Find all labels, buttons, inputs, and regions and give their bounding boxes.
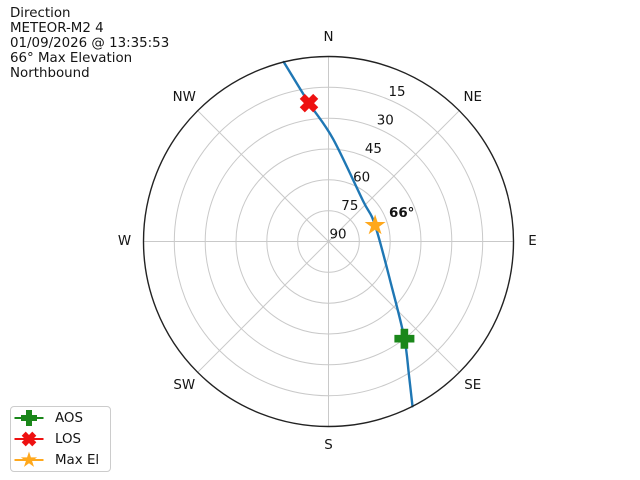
los-x-marker-icon [14, 431, 44, 447]
elevation-tick-label-75: 75 [341, 199, 358, 214]
elevation-ring-30 [204, 117, 453, 366]
legend-item-aos: AOS [14, 408, 110, 428]
marker-los [299, 93, 319, 113]
compass-label-NE: NE [463, 90, 481, 105]
satellite-name: METEOR-M2 4 [10, 21, 104, 36]
elevation-tick-label-15: 15 [389, 85, 406, 100]
elevation-tick-label-60: 60 [353, 171, 370, 186]
elevation-ring-60 [266, 179, 391, 304]
max-elevation-text: 66° Max Elevation [10, 51, 133, 66]
elevation-ring-75 [297, 210, 360, 273]
elevation-tick-label-90: 90 [330, 228, 347, 243]
marker-aos [394, 328, 415, 349]
elevation-ring-45 [235, 148, 422, 335]
legend-label-max-el: Max El [55, 452, 100, 468]
max-el-annotation: 66° [389, 206, 415, 221]
chart-title: Direction [10, 6, 71, 21]
pass-datetime: 01/09/2026 @ 13:35:53 [10, 36, 170, 51]
compass-label-S: S [324, 438, 333, 453]
compass-label-E: E [528, 234, 536, 249]
aos-plus-marker-icon [14, 410, 44, 426]
marker-max-el [364, 214, 386, 235]
elevation-ring-15 [173, 86, 484, 397]
compass-label-NW: NW [173, 90, 196, 105]
max-el-star-marker-icon [14, 451, 44, 467]
horizon-circle [142, 55, 515, 428]
legend-label-aos: AOS [55, 410, 83, 426]
compass-label-W: W [118, 234, 131, 249]
legend-label-los: LOS [55, 431, 82, 447]
compass-label-SE: SE [464, 378, 481, 393]
compass-label-SW: SW [173, 378, 195, 393]
compass-label-N: N [323, 30, 333, 45]
legend: AOS LOS Max El [10, 406, 111, 472]
legend-item-los: LOS [14, 429, 110, 449]
legend-item-max-el: Max El [14, 450, 110, 470]
pass-info-header: Direction METEOR-M2 4 01/09/2026 @ 13:35… [10, 6, 169, 81]
pass-direction: Northbound [10, 66, 90, 81]
elevation-tick-label-30: 30 [377, 114, 394, 129]
elevation-tick-label-45: 45 [365, 142, 382, 157]
legend-marker-plus [21, 410, 37, 426]
legend-marker-star [20, 451, 38, 467]
legend-marker-x [21, 431, 37, 447]
